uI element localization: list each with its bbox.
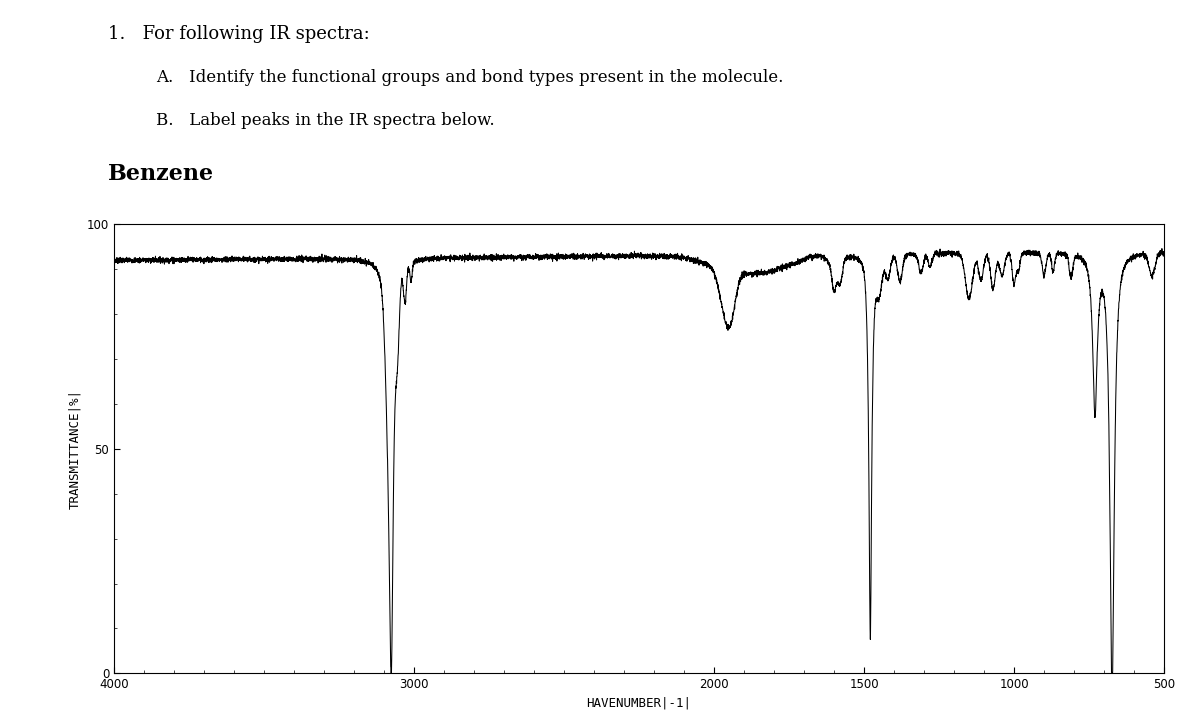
Text: A.   Identify the functional groups and bond types present in the molecule.: A. Identify the functional groups and bo… — [156, 69, 784, 85]
Y-axis label: TRANSMITTANCE|%|: TRANSMITTANCE|%| — [68, 389, 82, 509]
X-axis label: HAVENUMBER|-1|: HAVENUMBER|-1| — [587, 696, 691, 710]
Text: 1.   For following IR spectra:: 1. For following IR spectra: — [108, 25, 370, 43]
Text: Benzene: Benzene — [108, 163, 214, 185]
Text: B.   Label peaks in the IR spectra below.: B. Label peaks in the IR spectra below. — [156, 112, 494, 129]
